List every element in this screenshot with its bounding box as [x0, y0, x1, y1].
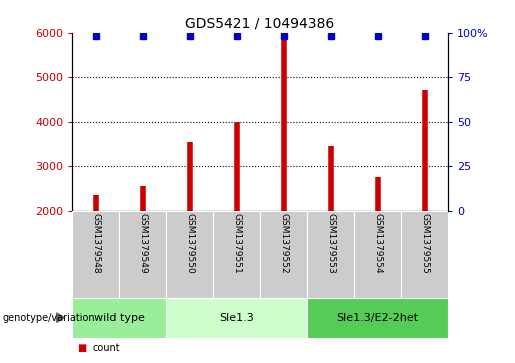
- Bar: [307, 298, 448, 338]
- Text: GSM1379554: GSM1379554: [373, 213, 382, 274]
- Bar: [354, 211, 401, 298]
- Text: Sle1.3/E2-2het: Sle1.3/E2-2het: [336, 313, 419, 323]
- Text: Sle1.3: Sle1.3: [219, 313, 254, 323]
- Text: GSM1379549: GSM1379549: [138, 213, 147, 274]
- Text: GSM1379550: GSM1379550: [185, 213, 194, 274]
- Text: GSM1379555: GSM1379555: [420, 213, 429, 274]
- Bar: [119, 211, 166, 298]
- Text: GSM1379548: GSM1379548: [91, 213, 100, 274]
- Title: GDS5421 / 10494386: GDS5421 / 10494386: [185, 16, 335, 30]
- Bar: [166, 298, 307, 338]
- Bar: [72, 211, 119, 298]
- Text: ■: ■: [77, 343, 87, 354]
- Bar: [166, 211, 213, 298]
- Bar: [72, 298, 166, 338]
- Bar: [401, 211, 448, 298]
- Bar: [260, 211, 307, 298]
- Bar: [307, 211, 354, 298]
- Text: GSM1379552: GSM1379552: [279, 213, 288, 274]
- Text: count: count: [93, 343, 121, 354]
- Polygon shape: [57, 313, 64, 322]
- Text: genotype/variation: genotype/variation: [3, 313, 95, 323]
- Text: wild type: wild type: [94, 313, 145, 323]
- Text: GSM1379551: GSM1379551: [232, 213, 241, 274]
- Text: GSM1379553: GSM1379553: [326, 213, 335, 274]
- Bar: [213, 211, 260, 298]
